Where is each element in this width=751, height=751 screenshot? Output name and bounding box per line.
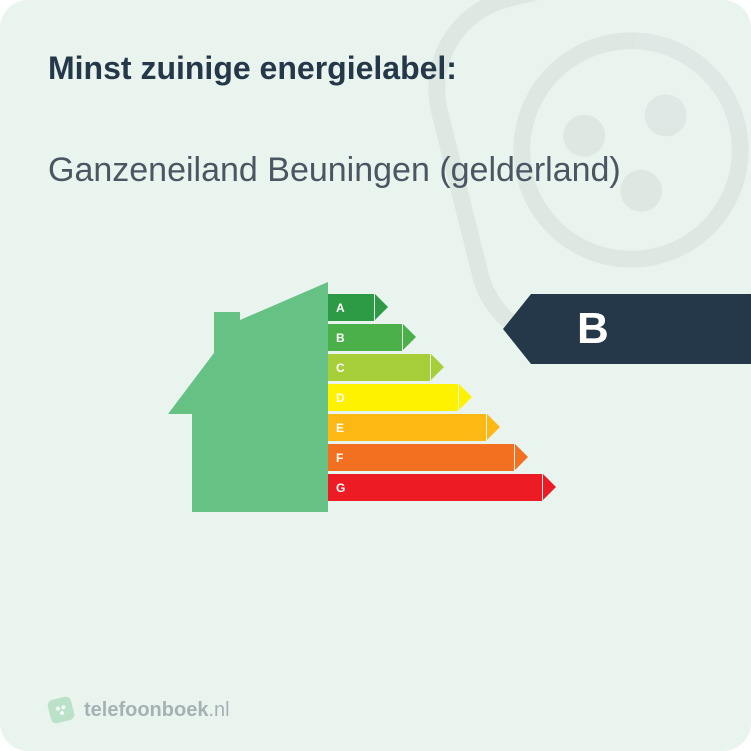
result-badge: B <box>531 294 751 364</box>
energy-chart: ABCDEFG B <box>48 282 703 522</box>
energy-bar-f: F <box>328 444 542 471</box>
footer-tld: .nl <box>208 699 229 721</box>
footer: telefoonboek.nl <box>48 697 230 723</box>
footer-brand-text: telefoonboek.nl <box>84 699 230 722</box>
energy-label-card: Minst zuinige energielabel: Ganzeneiland… <box>0 0 751 751</box>
result-letter: B <box>577 304 609 354</box>
card-title: Minst zuinige energielabel: <box>48 48 703 88</box>
card-subtitle: Ganzeneiland Beuningen (gelderland) <box>48 148 703 192</box>
footer-logo-icon <box>45 694 77 726</box>
energy-bar-d: D <box>328 384 542 411</box>
house-icon <box>168 282 328 512</box>
footer-brand: telefoonboek <box>84 699 208 721</box>
energy-bar-e: E <box>328 414 542 441</box>
energy-bar-g: G <box>328 474 542 501</box>
